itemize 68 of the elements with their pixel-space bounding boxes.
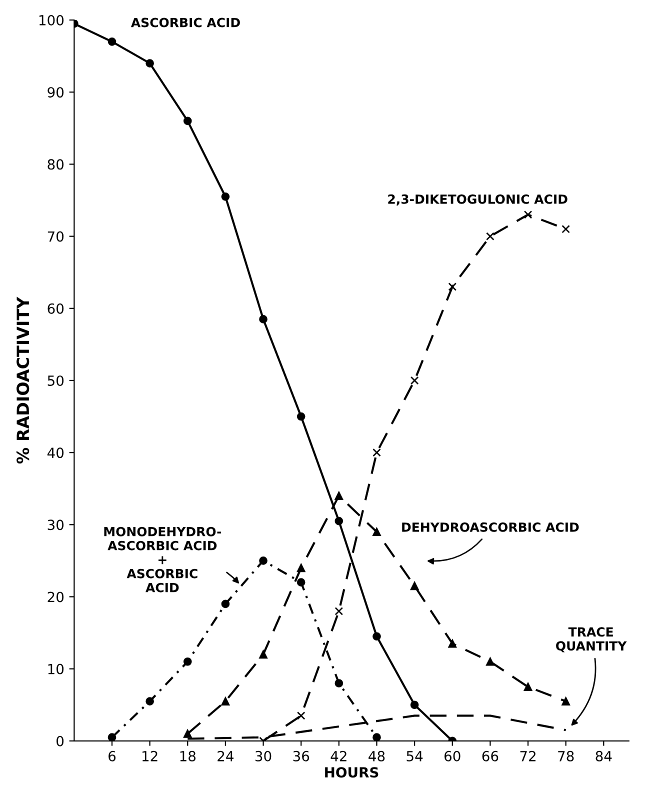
y-axis-title: % RADIOACTIVITY [16,296,30,464]
series-label: ASCORBIC ACID [130,18,240,28]
point [108,37,116,46]
point [296,578,306,586]
x-tick-label: 60 [444,750,460,762]
y-tick-label: 90 [48,87,64,98]
point [146,59,154,68]
point [146,697,154,706]
point [562,224,570,234]
series-label: MONODEHYDRO- ASCORBIC ACID + ASCORBIC ACID [104,526,222,592]
x-tick-label: 12 [142,750,158,762]
x-tick-label: 42 [330,750,346,762]
point [486,232,494,240]
point [524,210,532,219]
point [524,682,532,692]
point [296,564,306,572]
series-label: DEHYDROASCORBIC ACID [402,522,579,532]
x-tick-label: 30 [256,750,272,762]
x-tick-label: 78 [558,750,574,762]
y-tick-label: 70 [48,231,64,242]
point [334,679,344,688]
y-tick-label: 100 [39,14,64,26]
point [221,697,230,706]
point [183,730,192,738]
point [183,657,192,666]
point [259,315,268,324]
y-tick-label: 10 [48,664,64,674]
point [448,282,457,291]
x-tick-label: 66 [482,750,498,762]
y-tick-label: 50 [48,375,64,386]
point [372,632,381,641]
y-tick-label: 80 [48,159,64,170]
x-tick-label: 18 [180,750,196,762]
point [410,582,419,590]
y-tick-label: 30 [48,520,64,530]
point [183,116,192,126]
text: TRACE QUANTITY [556,627,627,652]
point [372,733,381,741]
point [410,376,419,385]
point [259,556,268,565]
y-tick-label: 0 [56,736,64,746]
x-tick-label: 48 [368,750,385,762]
x-axis-title: HOURS [325,767,378,778]
point [334,606,344,616]
point [108,733,116,741]
point [296,712,306,720]
series-label: 2,3-DIKETOGULONIC ACID [388,194,568,206]
x-tick-label: 6 [108,750,116,762]
point [221,192,230,201]
point [334,516,344,526]
point [296,412,306,421]
point [334,492,344,500]
y-tick-label: 40 [47,448,64,458]
point [372,528,381,536]
point [562,697,570,706]
x-tick-label: 54 [406,751,423,762]
point [410,700,419,710]
x-tick-label: 84 [596,750,612,762]
point [486,657,494,666]
x-tick-label: 36 [293,750,310,762]
point [259,650,268,659]
point [372,448,381,457]
y-tick-label: 20 [48,592,64,602]
x-tick-label: 72 [520,750,536,762]
point [448,639,457,648]
point [221,600,230,608]
x-tick-label: 24 [218,750,234,762]
y-tick-label: 60 [48,303,64,314]
